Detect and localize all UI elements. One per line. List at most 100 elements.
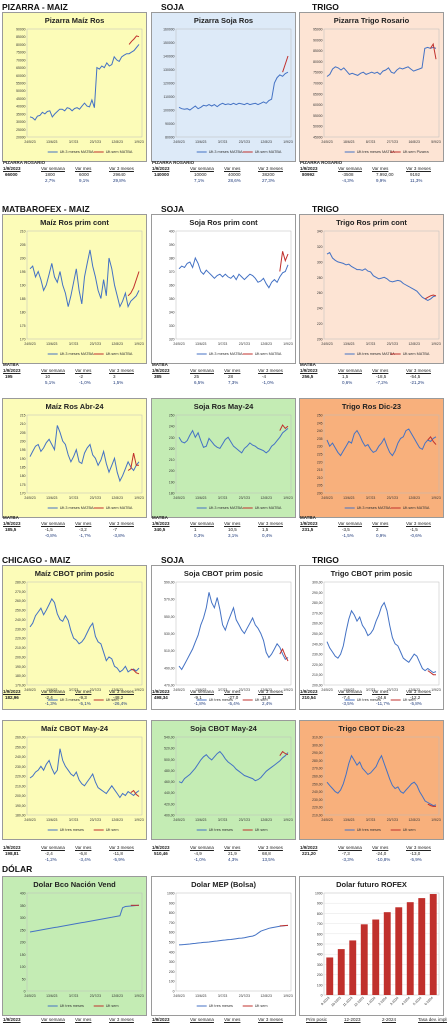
- x-tick-label: 3/7/23: [366, 342, 376, 346]
- stats-pizarra-1: PIZARRA ROSARIO 1/9/2023 Var semana Var mes…: [152, 160, 297, 186]
- x-tick-label: 24/5/23: [24, 140, 35, 144]
- stats-col-header: Var semana: [41, 689, 65, 694]
- stats-abs-value: 7.992,00: [376, 172, 394, 177]
- legend-label: Ult.3 meses MATBA: [60, 352, 94, 356]
- stats-abs-value: -3508: [342, 172, 354, 177]
- series-line-week: [427, 435, 437, 445]
- y-tick-label: 215: [317, 468, 323, 472]
- y-tick-label: 260,00: [15, 599, 25, 603]
- stats-pct-value: -5,1%: [79, 701, 91, 706]
- plot-area: [26, 892, 143, 992]
- x-tick-label: 13/6/23: [343, 496, 354, 500]
- column-soja: SOJA: [161, 204, 185, 214]
- stats-col-header: Var mes: [75, 845, 92, 850]
- stats-col-header: Var 3 meses: [258, 845, 283, 850]
- y-tick-label: 230,00: [15, 627, 25, 631]
- y-tick-label: 60000: [313, 103, 323, 107]
- stats-abs-value: 1,5: [342, 374, 349, 379]
- stats-pct-value: 29,8%: [113, 178, 126, 183]
- stats-col-header: Var mes: [224, 521, 241, 526]
- y-tick-label: 300,00: [312, 581, 322, 585]
- stats-header: MATBA: [300, 362, 316, 367]
- y-tick-label: 225: [317, 453, 323, 457]
- stats-pct-value: 9,9%: [376, 178, 387, 183]
- y-tick-label: 320: [317, 245, 323, 249]
- y-tick-label: 45000: [16, 97, 26, 101]
- stats-pct-value: 4,3%: [228, 857, 239, 862]
- y-tick-label: 100: [317, 983, 323, 987]
- x-tick-label: 12/8/23: [409, 496, 420, 500]
- stats-col-header: Var semana: [190, 845, 214, 850]
- trigo-dic23-panel: Trigo Ros Dic-23 200 205 210 215 220 225 230 235…: [299, 398, 444, 518]
- y-tick-label: 0: [24, 990, 26, 994]
- y-tick-label: 320: [169, 338, 175, 342]
- stats-col-header: Var semana: [338, 166, 362, 171]
- y-tick-label: 120000: [163, 82, 174, 86]
- series-line-week: [279, 924, 289, 927]
- y-tick-label: 210: [20, 422, 26, 426]
- x-tick-label: 3/7/23: [69, 994, 79, 998]
- x-tick-label: 12/8/23: [409, 688, 420, 692]
- x-tick-label: 3/7/23: [218, 342, 228, 346]
- stats-pct-value: -1,8%: [194, 701, 206, 706]
- x-tick-label: 23/7/23: [239, 342, 250, 346]
- x-tick-label: 13/6/23: [46, 496, 57, 500]
- stats-header: MATBA: [152, 362, 168, 367]
- stats-col-header: Prim posic: [306, 1017, 328, 1022]
- stats-price: 80992: [302, 172, 315, 177]
- x-tick-label: 13/6/23: [195, 496, 206, 500]
- stats-header: MATBA: [300, 515, 316, 520]
- stats-pct-value: -5,9%: [410, 857, 422, 862]
- series-line-3m: [29, 425, 140, 483]
- stats-col-header: Var 3 meses: [406, 166, 431, 171]
- legend-label: Ult tres meses: [209, 698, 233, 702]
- stats-date: 1/9/2023: [152, 689, 170, 694]
- x-tick-label: 8/7/23: [366, 140, 376, 144]
- y-tick-label: 280,00: [312, 759, 322, 763]
- series-line-week: [130, 668, 140, 675]
- stats-abs-value: -6,8: [79, 851, 87, 856]
- stats-col-header: Var mes: [372, 521, 389, 526]
- legend-label: Ult tres meses: [60, 828, 84, 832]
- y-tick-label: 220,00: [312, 806, 322, 810]
- stats-pct-value: -4,3%: [342, 178, 354, 183]
- y-tick-label: 300: [317, 963, 323, 967]
- y-tick-label: 510,00: [164, 649, 174, 653]
- stats-date: 1/9/2023: [3, 368, 21, 373]
- series-line-week: [427, 670, 436, 676]
- y-tick-label: 170,00: [15, 684, 25, 688]
- bar: [429, 894, 437, 995]
- plot-area: [175, 414, 292, 494]
- y-tick-label: 180,00: [15, 814, 25, 818]
- series-line-week: [429, 42, 437, 60]
- x-tick-label: 3/7/23: [69, 496, 79, 500]
- x-tick-label: 1/9/23: [134, 496, 144, 500]
- y-tick-label: 70000: [16, 58, 26, 62]
- stats-col-header: Var 3 meses: [406, 368, 431, 373]
- y-tick-label: 195: [20, 270, 26, 274]
- y-tick-label: 35000: [16, 112, 26, 116]
- plot-area: [323, 230, 440, 340]
- x-tick-label: 24/5/23: [173, 688, 184, 692]
- stats-abs-value: 25: [194, 374, 200, 379]
- legend-label: Ult.sem MATBA: [403, 352, 430, 356]
- y-tick-label: 230: [169, 436, 175, 440]
- stats-date: 1/9/2023: [3, 521, 21, 526]
- stats-price: 198,81: [5, 851, 19, 856]
- x-tick-label: 12/8/23: [112, 140, 123, 144]
- chart-title: Maíz CBOT May-24: [40, 724, 109, 733]
- y-tick-label: 210,00: [15, 784, 25, 788]
- soja-cbot-chart: 470,00 490,00 510,00 530,00 550,00 570,00 590,…: [164, 581, 293, 703]
- x-tick-label: 12/8/23: [112, 688, 123, 692]
- stats-pct-value: -5,4%: [228, 701, 240, 706]
- series-line-week: [282, 55, 289, 73]
- y-tick-label: 270,00: [312, 611, 322, 615]
- stats-abs-value: -7: [113, 527, 118, 532]
- y-tick-label: 180: [20, 311, 26, 315]
- stats-pct-value: -1,7%: [79, 533, 91, 538]
- x-tick-label: 24/5/23: [321, 496, 332, 500]
- x-tick-label: 18/6/23: [343, 140, 354, 144]
- stats-col-header: Var 3 meses: [109, 845, 134, 850]
- stats-col-header: Var semana: [41, 166, 65, 171]
- x-tick-label: 3/7/23: [366, 496, 376, 500]
